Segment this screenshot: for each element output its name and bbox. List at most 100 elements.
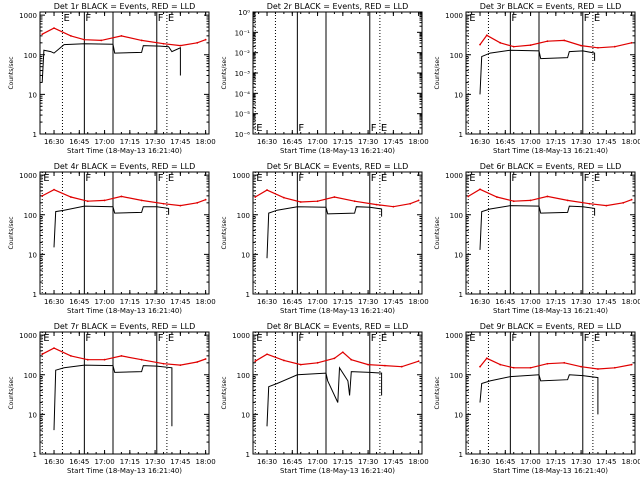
series-point bbox=[120, 354, 123, 357]
detector-panel: Det 3r BLACK = Events, RED = LLD 1 10 100 10… bbox=[426, 0, 640, 160]
x-tick-label: 17:15 bbox=[333, 458, 353, 466]
series-point bbox=[69, 196, 72, 198]
series-point bbox=[333, 357, 336, 360]
chart-svg: Det 4r BLACK = Events, RED = LLD 1 10 100 10… bbox=[8, 162, 216, 315]
marker-label: F bbox=[298, 333, 304, 344]
y-tick-label: 1 bbox=[33, 291, 37, 299]
y-tick-label: 10 bbox=[28, 91, 37, 99]
detector-panel: Det 5r BLACK = Events, RED = LLD 1 10 100 10… bbox=[213, 160, 429, 320]
series-point bbox=[417, 199, 420, 202]
x-tick-label: 18:00 bbox=[196, 298, 216, 306]
y-tick-label: 10 bbox=[28, 251, 37, 259]
series-point bbox=[546, 362, 549, 365]
series-point bbox=[479, 365, 481, 368]
x-tick-label: 17:00 bbox=[520, 138, 540, 146]
series-point bbox=[100, 39, 103, 42]
y-tick-label: 1000 bbox=[232, 332, 250, 340]
y-tick-label: 100 bbox=[237, 212, 250, 220]
series-point bbox=[485, 34, 488, 37]
y-axis-label: Counts/sec bbox=[434, 216, 441, 249]
series-point bbox=[597, 368, 599, 370]
x-axis-label: Start Time (18-May-13 16:21:40) bbox=[493, 467, 608, 475]
series-point bbox=[204, 198, 207, 201]
marker-label: E bbox=[43, 173, 49, 184]
x-tick-label: 16:45 bbox=[495, 298, 515, 306]
chart-title: Det 3r BLACK = Events, RED = LLD bbox=[480, 2, 622, 11]
x-tick-label: 18:00 bbox=[196, 138, 216, 146]
series-line bbox=[479, 374, 599, 415]
y-tick-label: 100 bbox=[237, 372, 250, 380]
x-tick-label: 17:30 bbox=[571, 298, 591, 306]
series-point bbox=[566, 199, 569, 202]
marker-label: F bbox=[85, 173, 91, 184]
y-tick-label: 1000 bbox=[445, 332, 463, 340]
series-point bbox=[485, 357, 488, 360]
marker-label: E bbox=[381, 333, 387, 344]
x-tick-label: 16:30 bbox=[257, 458, 277, 466]
y-tick-label: 10 bbox=[241, 251, 250, 259]
chart-svg: Det 8r BLACK = Events, RED = LLD 1 10 100 10… bbox=[221, 322, 429, 475]
marker-label: F bbox=[298, 173, 304, 184]
marker-label: F bbox=[158, 333, 164, 344]
chart-svg: Det 2r BLACK = Events, RED = LLD 10⁻⁶ 10⁻⁵… bbox=[221, 2, 429, 155]
series-line bbox=[479, 34, 632, 49]
y-tick-label: 1000 bbox=[232, 172, 250, 180]
y-tick-label: 100 bbox=[24, 52, 37, 60]
x-tick-label: 17:00 bbox=[520, 458, 540, 466]
y-tick-label: 1 bbox=[33, 131, 37, 139]
marker-label: F bbox=[371, 173, 377, 184]
series-line bbox=[467, 188, 632, 207]
series-point bbox=[140, 39, 143, 42]
marker-label: F bbox=[511, 13, 517, 24]
x-tick-label: 17:15 bbox=[120, 458, 140, 466]
y-tick-label: 10⁻⁴ bbox=[235, 90, 251, 98]
marker-label: E bbox=[168, 173, 174, 184]
detector-panel: Det 7r BLACK = Events, RED = LLD 1 10 100 10… bbox=[0, 320, 216, 480]
y-tick-label: 1000 bbox=[445, 172, 463, 180]
series-point bbox=[479, 188, 481, 191]
series-line bbox=[479, 205, 596, 250]
x-tick-label: 17:15 bbox=[546, 458, 566, 466]
series-point bbox=[299, 201, 302, 203]
series-point bbox=[580, 365, 582, 368]
x-tick-label: 17:15 bbox=[333, 298, 353, 306]
x-tick-label: 17:30 bbox=[145, 298, 165, 306]
series-point bbox=[630, 198, 633, 201]
series-point bbox=[282, 359, 285, 362]
x-tick-label: 16:45 bbox=[282, 298, 302, 306]
series-point bbox=[512, 45, 515, 48]
chart-svg: Det 6r BLACK = Events, RED = LLD 1 10 100 10… bbox=[434, 162, 640, 315]
series-point bbox=[69, 34, 72, 37]
series-point bbox=[409, 202, 412, 205]
x-axis-label: Start Time (18-May-13 16:21:40) bbox=[493, 147, 608, 155]
x-tick-label: 16:30 bbox=[44, 458, 64, 466]
y-tick-label: 1 bbox=[246, 291, 250, 299]
x-tick-label: 17:15 bbox=[546, 138, 566, 146]
x-tick-label: 17:30 bbox=[358, 298, 378, 306]
x-tick-label: 17:00 bbox=[307, 298, 327, 306]
y-tick-label: 100 bbox=[450, 372, 463, 380]
series-point bbox=[41, 33, 44, 36]
x-tick-label: 17:00 bbox=[94, 138, 114, 146]
series-line bbox=[41, 43, 181, 83]
y-axis-label: Counts/sec bbox=[221, 216, 228, 249]
x-tick-label: 16:45 bbox=[282, 138, 302, 146]
chart-svg: Det 5r BLACK = Events, RED = LLD 1 10 100 10… bbox=[221, 162, 429, 315]
series-point bbox=[140, 199, 143, 202]
chart-title: Det 4r BLACK = Events, RED = LLD bbox=[54, 162, 196, 171]
x-tick-label: 17:45 bbox=[383, 298, 403, 306]
y-tick-label: 100 bbox=[24, 372, 37, 380]
detector-panel: Det 1r BLACK = Events, RED = LLD 1 10 100 10… bbox=[0, 0, 216, 160]
plot-frame bbox=[39, 171, 210, 295]
x-tick-label: 16:30 bbox=[44, 138, 64, 146]
series-point bbox=[499, 363, 502, 366]
detector-panel: Det 8r BLACK = Events, RED = LLD 1 10 100 10… bbox=[213, 320, 429, 480]
series-point bbox=[605, 204, 608, 207]
chart-svg: Det 7r BLACK = Events, RED = LLD 1 10 100 10… bbox=[8, 322, 216, 475]
marker-label: E bbox=[469, 333, 475, 344]
y-axis-label: Counts/sec bbox=[8, 56, 15, 89]
detector-panel: Det 9r BLACK = Events, RED = LLD 1 10 100 10… bbox=[426, 320, 640, 480]
series-point bbox=[299, 363, 302, 366]
detector-panel: Det 2r BLACK = Events, RED = LLD 10⁻⁶ 10⁻⁵… bbox=[213, 0, 429, 160]
x-tick-label: 16:30 bbox=[470, 138, 490, 146]
